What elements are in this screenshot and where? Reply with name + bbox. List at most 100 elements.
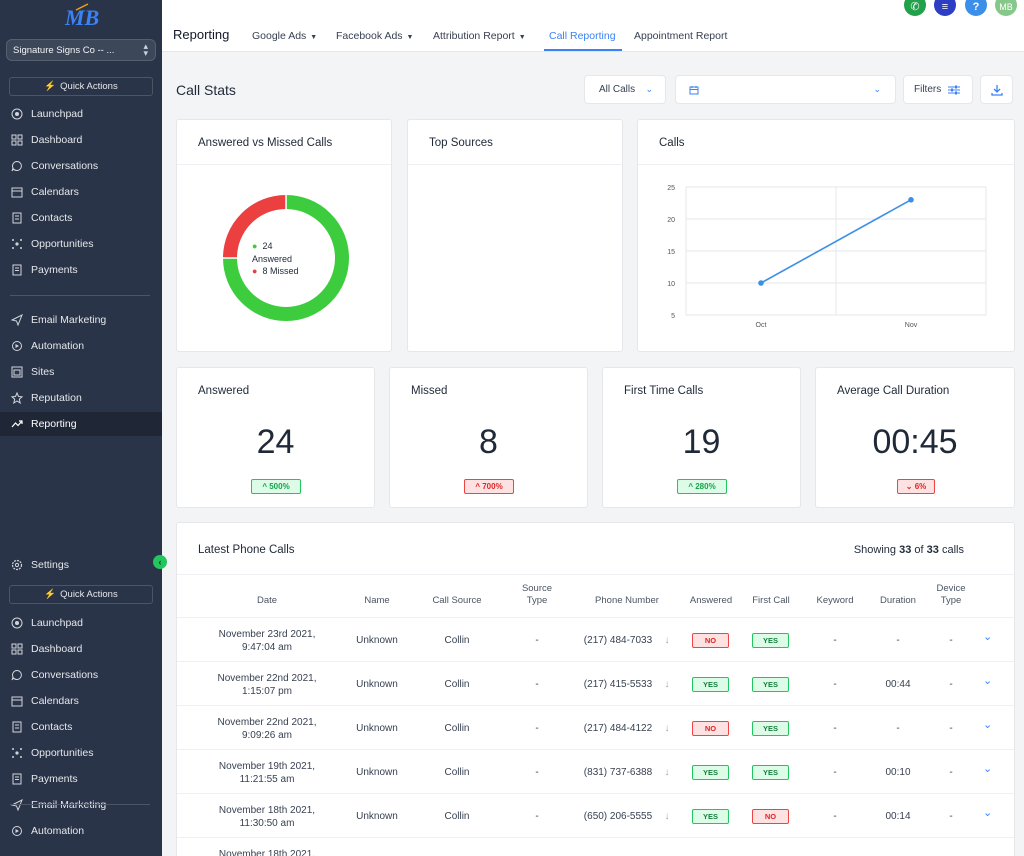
help-icon[interactable]: ? [965,0,987,16]
avatar[interactable]: MB [995,0,1017,16]
badge-value: 280% [695,482,716,491]
sidebar-item-label: Automation [31,340,85,352]
cell-phone-number: (650) 206-5555 [583,811,653,822]
sidebar-item-reporting[interactable]: Reporting [0,412,162,436]
tab-attribution-report[interactable]: Attribution Report ▼ [433,30,526,42]
sidebar-divider-2 [10,804,150,805]
header-first-call[interactable]: First Call [752,595,790,606]
table-row[interactable]: November 22nd 2021, 1:15:07 pm Unknown Coll… [177,661,1014,705]
showing-prefix: Showing [853,544,897,556]
header-source-type[interactable]: Source Type [507,583,567,607]
header-answered[interactable]: Answered [689,595,733,606]
top-sources-card: Top Sources [407,119,623,352]
header-date[interactable]: Date [256,595,278,606]
contacts-icon [12,212,22,224]
donut-chart [222,194,349,321]
sidebar-item-calendars-2[interactable]: Calendars [0,689,162,713]
table-row[interactable]: November 18th 2021, [177,837,1014,856]
cell-keyword: - [833,635,837,646]
brand-logo[interactable]: MB [62,2,102,30]
sidebar-item-conversations-2[interactable]: Conversations [0,663,162,687]
sidebar-item-sites[interactable]: Sites [0,360,162,384]
quick-actions-button-2[interactable]: ⚡ Quick Actions [9,585,153,604]
sidebar-item-email-marketing[interactable]: Email Marketing [0,308,162,332]
phone-icon[interactable]: ✆ [904,0,926,16]
sidebar-item-opportunities-2[interactable]: Opportunities [0,741,162,765]
header-name[interactable]: Name [364,595,390,606]
sidebar-item-conversations[interactable]: Conversations [0,154,162,178]
page-title: Reporting [173,27,230,42]
expand-row-icon[interactable]: ⌄ [983,763,993,775]
kpi-card-missed: Missed 8 ^ 700% [389,367,588,508]
cell-source-type: - [535,679,539,690]
sidebar-item-label: Contacts [31,212,73,224]
sidebar-item-label: Email Marketing [31,799,107,811]
sidebar-item-label: Settings [31,559,69,571]
x-tick-label: Nov [905,322,918,329]
tab-label: Facebook Ads [336,30,403,42]
sidebar-item-payments[interactable]: Payments [0,258,162,282]
expand-row-icon[interactable]: ⌄ [983,719,993,731]
y-tick-label: 20 [667,217,675,224]
sidebar-item-settings[interactable]: Settings [0,553,162,577]
cell-call-source: Collin [444,723,470,734]
tab-label: Google Ads [252,30,307,42]
sidebar-item-reputation[interactable]: Reputation [0,386,162,410]
account-name: Signature Signs Co -- ... [13,45,115,56]
header-keyword[interactable]: Keyword [816,595,854,606]
sidebar-item-payments-2[interactable]: Payments [0,767,162,791]
header-call-source[interactable]: Call Source [432,595,482,606]
select-value: All Calls [599,84,636,95]
calls-chart-card: Calls 5 10 15 20 25 Oct Nov [637,119,1015,352]
sidebar-item-calendars[interactable]: Calendars [0,180,162,204]
active-tab-indicator [544,49,622,51]
sidebar-item-automation[interactable]: Automation [0,334,162,358]
account-switcher[interactable]: Signature Signs Co -- ... ▴ ▾ [6,39,156,61]
tab-google-ads[interactable]: Google Ads ▼ [252,30,317,42]
expand-row-icon[interactable]: ⌄ [983,675,993,687]
tab-facebook-ads[interactable]: Facebook Ads ▼ [336,30,413,42]
sidebar-item-label: Opportunities [31,238,94,250]
time-line: 1:15:07 pm [241,686,293,697]
expand-row-icon[interactable]: ⌄ [983,631,993,643]
cell-device-type: - [949,723,953,734]
sidebar-item-label: Launchpad [31,108,83,120]
sidebar-item-dashboard-2[interactable]: Dashboard [0,637,162,661]
tab-call-reporting[interactable]: Call Reporting [549,30,616,42]
collapse-sidebar-icon[interactable]: ‹ [153,555,167,569]
sidebar-item-launchpad[interactable]: Launchpad [0,102,162,126]
header-phone-number[interactable]: Phone Number [595,595,659,606]
tab-appointment-report[interactable]: Appointment Report [634,30,727,42]
filters-button[interactable]: Filters [903,75,973,104]
sidebar-item-automation-2[interactable]: Automation [0,819,162,843]
table-row[interactable]: November 18th 2021, 11:30:50 am Unknown Col… [177,793,1014,837]
cell-name: Unknown [356,767,398,778]
time-line: 9:47:04 am [241,642,293,653]
expand-row-icon[interactable]: ⌄ [983,807,993,819]
date-range-picker[interactable]: ⌄ [675,75,896,104]
sidebar-item-opportunities[interactable]: Opportunities [0,232,162,256]
sidebar-item-label: Dashboard [31,643,83,655]
x-tick-label: Oct [756,322,767,329]
kpi-value: 24 [256,423,295,461]
sidebar-item-launchpad-2[interactable]: Launchpad [0,611,162,635]
sidebar-item-contacts-2[interactable]: Contacts [0,715,162,739]
table-row[interactable]: November 19th 2021, 11:21:55 am Unknown Col… [177,749,1014,793]
sidebar-item-label: Conversations [31,669,99,681]
sidebar-item-dashboard[interactable]: Dashboard [0,128,162,152]
list-icon[interactable]: ≡ [934,0,956,16]
all-calls-select[interactable]: All Calls ⌄ [584,75,666,104]
header-duration[interactable]: Duration [880,595,916,606]
table-row[interactable]: November 23rd 2021, 9:47:04 am Unknown Coll… [177,617,1014,661]
quick-actions-button[interactable]: ⚡ Quick Actions [9,77,153,96]
chevron-down-icon: ▼ [406,34,414,41]
table-row[interactable]: November 22nd 2021, 9:09:26 am Unknown Coll… [177,705,1014,749]
cell-duration: 00:44 [885,679,911,690]
sidebar-item-contacts[interactable]: Contacts [0,206,162,230]
cell-date: November 18th 2021, [197,848,337,856]
donut-legend: ● 24 Answered ● 8 Missed [252,240,298,278]
sidebar-item-email-marketing-2[interactable]: Email Marketing [0,793,162,817]
download-button[interactable] [980,75,1013,104]
change-badge: ^ 280% [677,479,727,494]
header-device-type[interactable]: Device Type [921,583,981,607]
